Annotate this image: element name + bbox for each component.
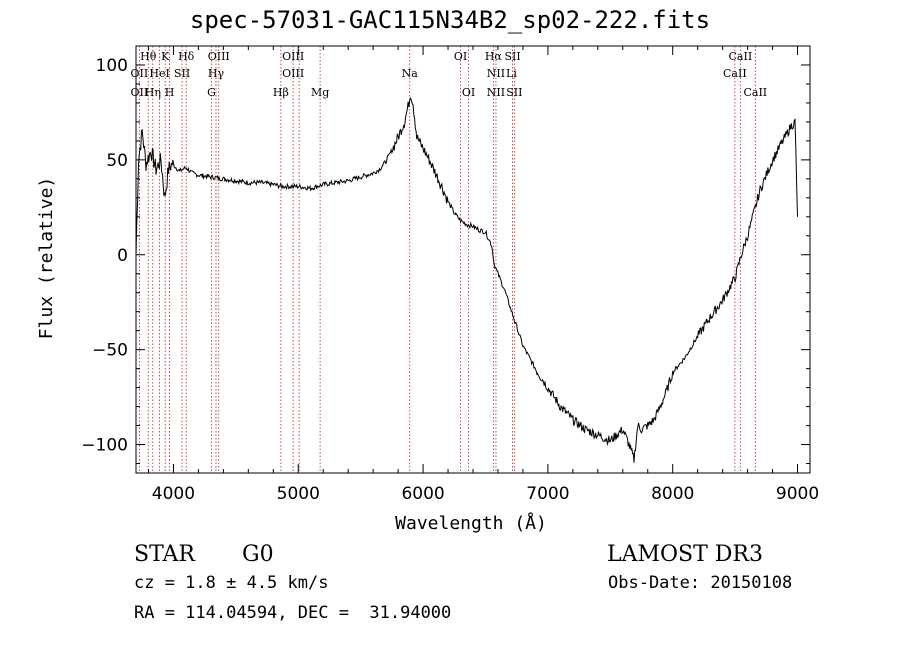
x-axis-label: Wavelength (Å) xyxy=(395,512,547,534)
spectral-line-label: OIII xyxy=(208,50,230,63)
spectral-line-label: SII xyxy=(174,67,190,80)
spectral-line-label: OIII xyxy=(282,50,304,63)
y-tick-label: −50 xyxy=(92,341,128,361)
y-tick-label: 0 xyxy=(117,246,128,266)
spectral-line-label: CaII xyxy=(723,67,747,80)
chart-title: spec-57031-GAC115N34B2_sp02-222.fits xyxy=(189,6,711,34)
spectral-line-label: Hδ xyxy=(178,50,195,63)
spectral-line-label: Hβ xyxy=(273,86,289,99)
tick-group: 4000 5000 6000 7000 8000 9000 −100 −50 0 50 100 xyxy=(81,45,819,504)
spectral-line-label: OI xyxy=(454,50,467,63)
x-tick-label: 9000 xyxy=(776,484,819,504)
redshift-text: cz = 1.8 ± 4.5 km/s xyxy=(134,573,329,593)
y-tick-label: −100 xyxy=(81,436,128,456)
spectral-line-label: Hγ xyxy=(208,67,225,80)
spectral-line-label: CaII xyxy=(743,86,767,99)
spectral-line-label: Li xyxy=(506,67,517,80)
y-tick-label: 100 xyxy=(96,56,128,76)
line-marker-group xyxy=(138,46,756,473)
spectral-line-label: OIII xyxy=(282,67,304,80)
spectral-line-label: Hθ xyxy=(140,50,157,63)
series-group xyxy=(135,96,798,463)
class-label: STAR xyxy=(134,542,195,567)
spectrum-line xyxy=(135,96,798,463)
spectral-line-label: NII xyxy=(487,86,505,99)
spectral-line-label: OII xyxy=(131,86,149,99)
spectral-line-label: SII xyxy=(504,50,520,63)
survey-label: LAMOST DR3 xyxy=(607,542,763,567)
subclass-label: G0 xyxy=(242,542,274,567)
x-tick-label: 5000 xyxy=(277,484,320,504)
spectral-line-label: CaII xyxy=(729,50,753,63)
spectral-line-label: H xyxy=(165,86,175,99)
y-axis-label: Flux (relative) xyxy=(36,177,57,340)
plot-frame xyxy=(135,45,811,474)
spectral-line-label: Hη xyxy=(145,86,161,99)
x-tick-label: 6000 xyxy=(401,484,444,504)
x-tick-label: 7000 xyxy=(526,484,569,504)
spectral-line-label: NII xyxy=(487,67,505,80)
spectral-line-label: OI xyxy=(462,86,475,99)
spectral-line-label: OII xyxy=(131,67,149,80)
spectral-line-label: G xyxy=(207,86,216,99)
x-tick-label: 8000 xyxy=(651,484,694,504)
coordinates-text: RA = 114.04594, DEC = 31.94000 xyxy=(134,603,452,623)
spectral-line-label: SII xyxy=(506,86,522,99)
spectral-line-label: Mg xyxy=(311,86,329,99)
y-tick-label: 50 xyxy=(106,151,128,171)
spectral-line-label: Hα xyxy=(485,50,503,63)
x-tick-label: 4000 xyxy=(152,484,195,504)
spectral-line-label: HeI xyxy=(149,67,169,80)
spectral-line-label: Na xyxy=(402,67,419,80)
spectral-line-label: K xyxy=(161,50,170,63)
obs-date-text: Obs-Date: 20150108 xyxy=(608,573,793,593)
